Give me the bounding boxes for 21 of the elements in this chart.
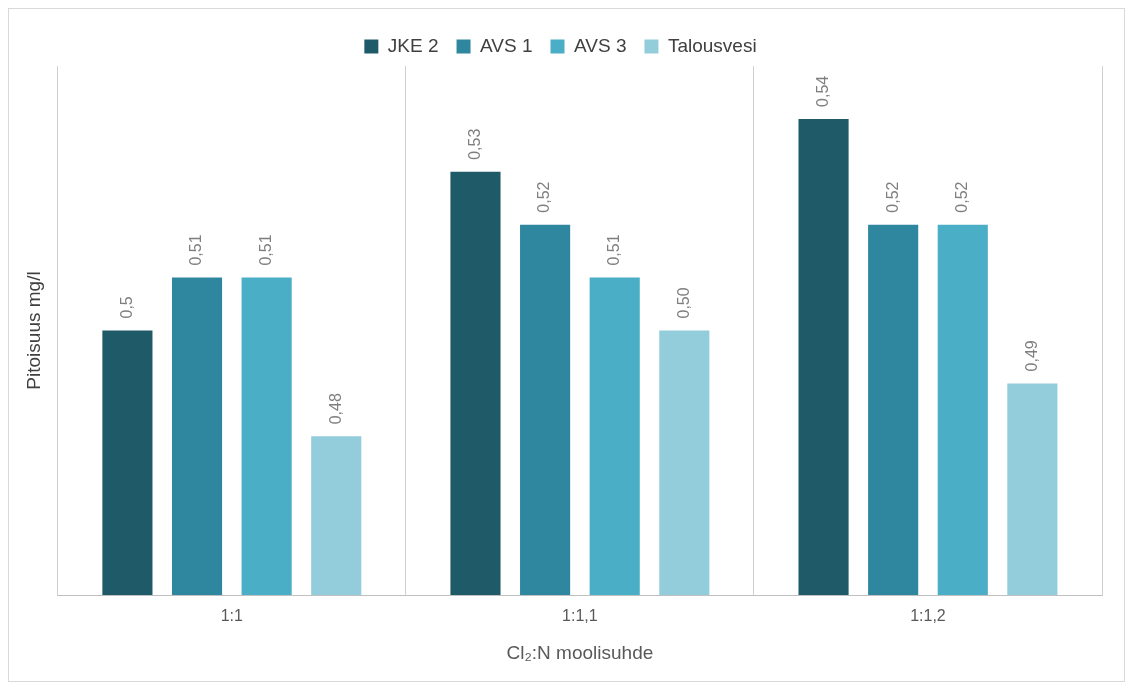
legend-label: Talousvesi bbox=[667, 34, 757, 56]
data-label: 0,53 bbox=[465, 128, 483, 160]
x-tick-label: 1:1,2 bbox=[910, 607, 946, 625]
data-label: 0,52 bbox=[883, 181, 901, 213]
data-label: 0,5 bbox=[117, 296, 135, 319]
data-label: 0,52 bbox=[535, 181, 553, 213]
data-label: 0,54 bbox=[813, 75, 831, 107]
x-axis-title: Cl₂:N moolisuhde bbox=[506, 641, 654, 663]
legend-label: JKE 2 bbox=[387, 34, 439, 56]
legend-label: AVS 3 bbox=[573, 34, 627, 56]
data-label: 0,48 bbox=[326, 393, 344, 425]
data-label: 0,51 bbox=[187, 234, 205, 266]
data-label: 0,49 bbox=[1022, 340, 1040, 372]
data-label: 0,51 bbox=[257, 234, 275, 266]
legend-label: AVS 1 bbox=[480, 34, 533, 56]
y-axis-title: Pitoisuus mg/l bbox=[22, 271, 44, 390]
x-tick-label: 1:1,1 bbox=[562, 607, 598, 625]
x-tick-label: 1:1 bbox=[220, 607, 244, 625]
data-label: 0,52 bbox=[953, 181, 971, 213]
data-label: 0,50 bbox=[674, 287, 692, 319]
data-label: 0,51 bbox=[605, 234, 623, 266]
